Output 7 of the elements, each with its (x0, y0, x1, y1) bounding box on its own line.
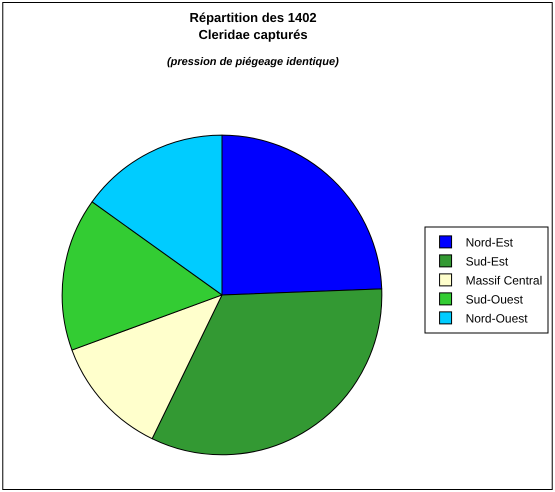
legend-label: Nord-Ouest (466, 312, 528, 326)
legend-label: Sud-Est (466, 254, 509, 268)
legend-label: Nord-Est (466, 236, 514, 250)
legend-label: Massif Central (466, 274, 542, 288)
legend-label: Sud-Ouest (466, 292, 524, 306)
chart-title: Répartition des 1402 Cleridae capturés (190, 10, 317, 42)
chart-subtitle: (pression de piégeage identique) (167, 56, 340, 68)
